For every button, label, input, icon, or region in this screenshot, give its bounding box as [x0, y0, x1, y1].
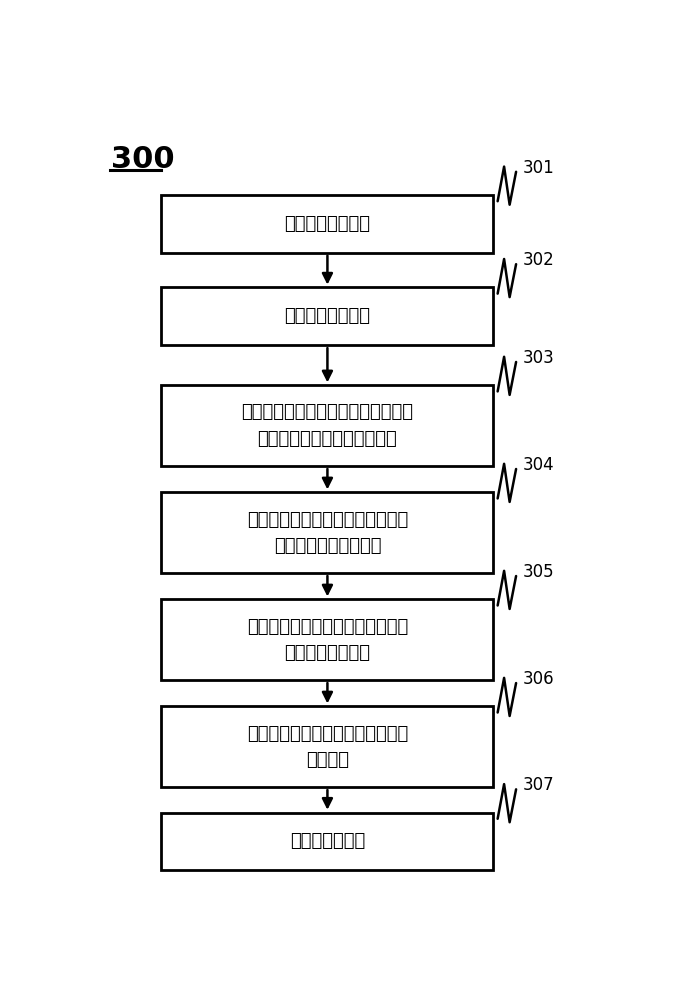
Text: 305: 305 [522, 563, 554, 581]
Text: 启动定位片扫描: 启动定位片扫描 [290, 832, 365, 850]
Bar [161, 287, 494, 345]
Text: 304: 304 [522, 456, 554, 474]
Bar [161, 385, 494, 466]
Text: 301: 301 [522, 159, 554, 177]
Text: 获取人体图像信息: 获取人体图像信息 [284, 215, 371, 233]
Bar [161, 599, 494, 680]
Text: 303: 303 [522, 349, 554, 367]
Bar [161, 492, 494, 573]
Text: 306: 306 [522, 670, 554, 688]
Text: 根据人体图像信息及人体扫描部位，
确定人体扫描部位的起点位置: 根据人体图像信息及人体扫描部位， 确定人体扫描部位的起点位置 [241, 403, 413, 448]
Text: 302: 302 [522, 251, 554, 269]
Bar [161, 706, 494, 787]
Text: 根据人体扫描部位的起点位置，移
动人体至起点位置: 根据人体扫描部位的起点位置，移 动人体至起点位置 [247, 618, 408, 662]
Text: 307: 307 [522, 776, 554, 794]
Bar [161, 813, 494, 870]
Text: 根据人体图像信息，确定定位片的
扫描参数: 根据人体图像信息，确定定位片的 扫描参数 [247, 725, 408, 769]
Bar [161, 195, 494, 253]
Text: 根据人体扫描部位的起点位置，确
定定位片扫描起点位置: 根据人体扫描部位的起点位置，确 定定位片扫描起点位置 [247, 511, 408, 555]
Text: 获取人体扫描部位: 获取人体扫描部位 [284, 307, 371, 325]
Text: 300: 300 [112, 145, 175, 174]
